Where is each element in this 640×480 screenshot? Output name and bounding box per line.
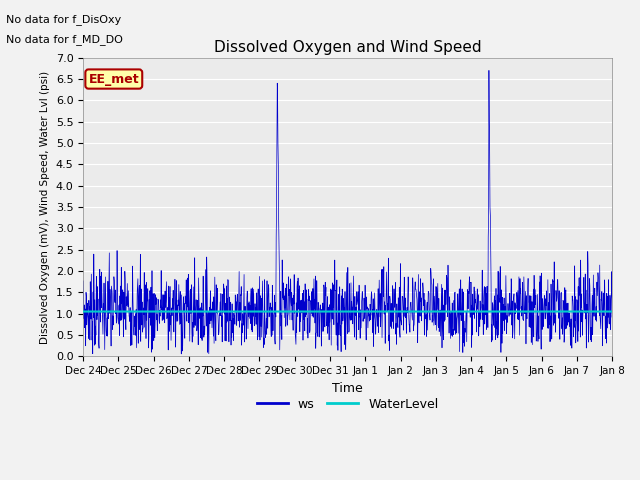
ws (304, 335, 312, 341)
Text: No data for f_MD_DO: No data for f_MD_DO (6, 34, 124, 45)
ws (485, 68, 493, 73)
Line: ws: ws (83, 71, 612, 354)
ws (79, 278, 87, 284)
Text: EE_met: EE_met (88, 72, 139, 85)
WaterLevel (315, 309, 323, 314)
WaterLevel (304, 309, 312, 314)
ws (315, 305, 323, 311)
ws (177, 351, 185, 357)
Legend: ws, WaterLevel: ws, WaterLevel (252, 393, 444, 416)
WaterLevel (324, 309, 332, 314)
Y-axis label: Dissolved Oxygen (mV), Wind Speed, Water Lvl (psi): Dissolved Oxygen (mV), Wind Speed, Water… (40, 71, 50, 344)
Text: No data for f_DisOxy: No data for f_DisOxy (6, 14, 122, 25)
WaterLevel (608, 309, 616, 314)
WaterLevel (380, 309, 388, 314)
ws (142, 299, 150, 304)
WaterLevel (79, 309, 87, 314)
WaterLevel (142, 309, 150, 314)
ws (608, 314, 616, 320)
WaterLevel (120, 309, 128, 314)
X-axis label: Time: Time (332, 382, 363, 395)
ws (381, 299, 388, 305)
ws (120, 308, 128, 313)
ws (324, 323, 332, 329)
Title: Dissolved Oxygen and Wind Speed: Dissolved Oxygen and Wind Speed (214, 40, 481, 55)
